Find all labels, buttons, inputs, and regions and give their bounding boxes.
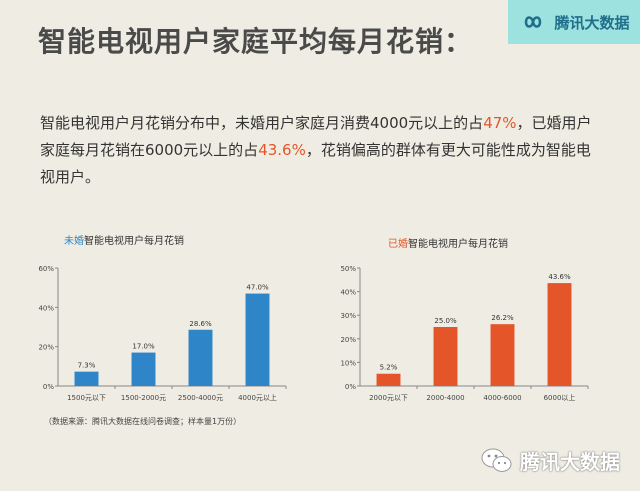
infinity-logo-icon [525,16,542,28]
watermark-text: 腾讯大数据 [520,450,620,474]
x-tick-label: 2000-4000 [426,394,464,402]
chart-title-unmarried: 未婚智能电视用户每月花销 [64,232,184,247]
logo-text: 腾讯大数据 [554,13,630,32]
desc-text-3: ，花销偏高的群体有更大可能性成为智能电视用户。 [40,141,591,186]
bar [245,293,270,386]
y-tick-label: 40% [38,304,54,312]
y-tick-label: 40% [340,289,356,297]
x-tick-label: 6000以上 [544,393,576,402]
y-tick-label: 30% [340,312,356,320]
bar-value-label: 25.0% [434,317,457,325]
x-tick-label: 1500元以下 [67,394,106,402]
bar-value-label: 7.3% [78,362,96,370]
page-title: 智能电视用户家庭平均每月花销： [38,25,474,58]
bar [547,283,572,386]
bar [131,352,156,386]
bar [74,371,99,386]
bar [188,329,213,386]
y-tick-label: 0% [345,383,356,391]
x-tick-label: 4000元以上 [238,393,277,402]
desc-text-2: ，已婚用户家庭每月花销在6000元以上的占 [40,114,592,159]
bar-value-label: 17.0% [132,343,155,351]
x-tick-label: 4000-6000 [483,394,521,402]
chart-title-rest: 智能电视用户每月花销 [84,236,184,247]
y-tick-label: 20% [340,336,356,344]
desc-highlight-2: 43.6% [258,141,306,159]
bar [490,324,515,386]
source-note: （数据来源：腾讯大数据在线问卷调查；样本量1万份） [44,417,242,426]
y-tick-label: 60% [38,265,54,273]
y-tick-label: 10% [340,359,356,367]
chart-title-married: 已婚智能电视用户每月花销 [388,235,508,250]
bar-value-label: 47.0% [246,284,269,292]
wechat-icon [481,448,512,472]
x-tick-label: 2000元以下 [369,394,408,402]
desc-text-1: 智能电视用户月花销分布中，未婚用户家庭月消费4000元以上的占 [40,114,484,132]
x-tick-label: 1500-2000元 [121,394,166,402]
y-tick-label: 50% [340,265,356,273]
y-tick-label: 0% [43,383,54,391]
bar [376,373,401,386]
description-paragraph: 智能电视用户月花销分布中，未婚用户家庭月消费4000元以上的占47%，已婚用户家… [40,110,605,191]
watermark: 腾讯大数据 [480,446,620,475]
chart-title-prefix: 未婚 [64,236,84,247]
married-bar-chart: 0% 10% 20% 30% 40% 50% 5.2% 2000元以下 25.0% 2000-40… [340,265,589,402]
bar [433,327,458,386]
unmarried-bar-chart: 0% 20% 40% 60% 7.3% 1500元以下 17.0% 1500-2000元 28.… [38,265,287,402]
bar-value-label: 26.2% [491,314,514,322]
brand-logo: 腾讯大数据 [508,0,640,44]
bar-value-label: 5.2% [380,364,398,372]
y-tick-label: 20% [38,344,54,352]
bar-value-label: 43.6% [548,273,571,281]
chart-title-prefix: 已婚 [388,239,408,250]
desc-highlight-1: 47% [483,114,517,132]
x-tick-label: 2500-4000元 [178,394,223,402]
bar-value-label: 28.6% [189,320,212,328]
chart-title-rest: 智能电视用户每月花销 [408,239,508,250]
